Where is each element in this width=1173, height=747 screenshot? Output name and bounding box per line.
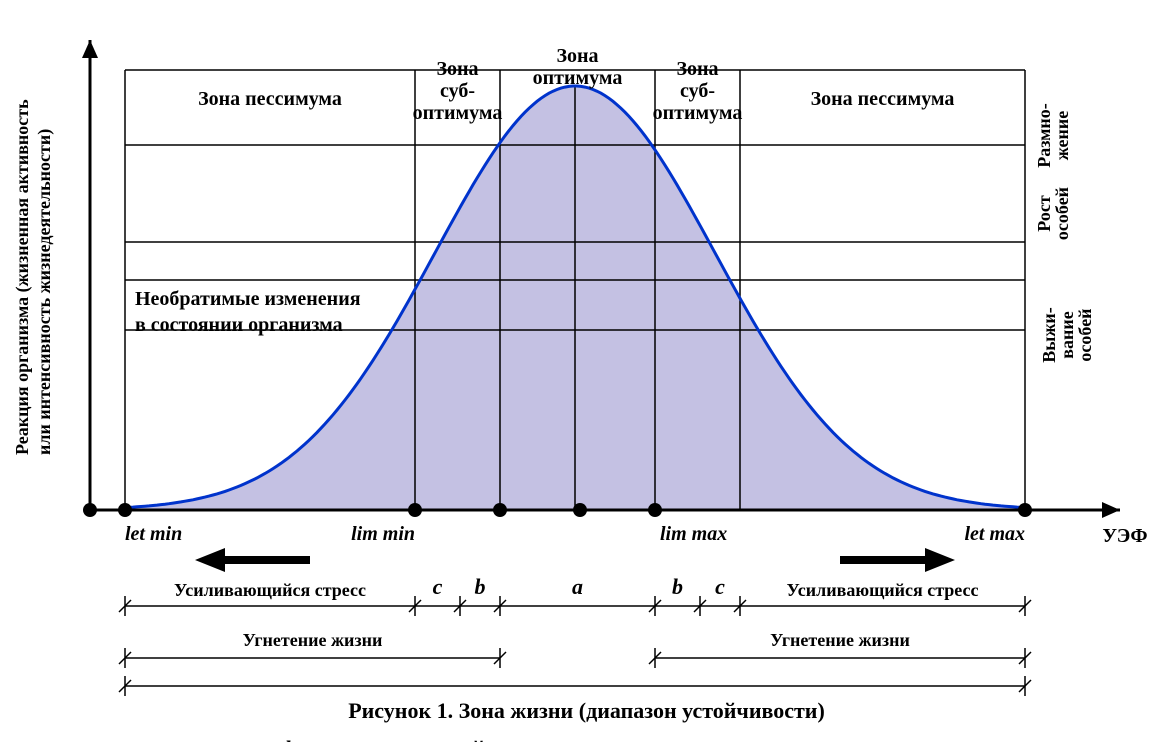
suppress-right: Угнетение жизни [770, 630, 910, 650]
x-tick-dot [118, 503, 132, 517]
x-axis-label: УЭФ [1102, 525, 1147, 547]
stress-left-label: Усиливающийся стресс [174, 580, 366, 600]
zone-pessimum-right: Зона пессимума [811, 88, 955, 110]
x-tick-dot [1018, 503, 1032, 517]
right-label-reproduction: Размно-жение [1034, 103, 1072, 168]
tick-lim-min: lim min [351, 523, 415, 545]
section-letter: a [572, 574, 583, 599]
right-label-survival: Выжи-ваниеособей [1039, 307, 1095, 362]
x-tick-dot [648, 503, 662, 517]
x-tick-dot [573, 503, 587, 517]
caption-legend: a - зона оптимума; b - зона нормальной ж… [95, 736, 892, 742]
svg-text:Реакция организма (жизненная а: Реакция организма (жизненная активностьи… [12, 99, 55, 455]
suppress-left: Угнетение жизни [243, 630, 383, 650]
zone-of-life-diagram: Зона пессимумаЗонасуб-оптимумаЗонаоптиму… [0, 0, 1173, 742]
svg-text:Размно-жение: Размно-жение [1034, 103, 1072, 168]
tick-let-min: let min [125, 523, 182, 545]
x-tick-dot [408, 503, 422, 517]
section-letter: b [475, 574, 486, 599]
zone-pessimum-left: Зона пессимума [198, 88, 342, 110]
x-tick-dot [493, 503, 507, 517]
svg-text:Выжи-ваниеособей: Выжи-ваниеособей [1039, 307, 1095, 362]
caption-title: Рисунок 1. Зона жизни (диапазон устойчив… [348, 698, 825, 723]
stress-right-label: Усиливающийся стресс [787, 580, 979, 600]
section-letter: c [715, 574, 725, 599]
y-axis-label: Реакция организма (жизненная активностьи… [12, 99, 55, 455]
section-letter: b [672, 574, 683, 599]
tick-lim-max: lim max [660, 523, 727, 545]
tick-let-max: let max [964, 523, 1025, 545]
section-letter: c [433, 574, 443, 599]
